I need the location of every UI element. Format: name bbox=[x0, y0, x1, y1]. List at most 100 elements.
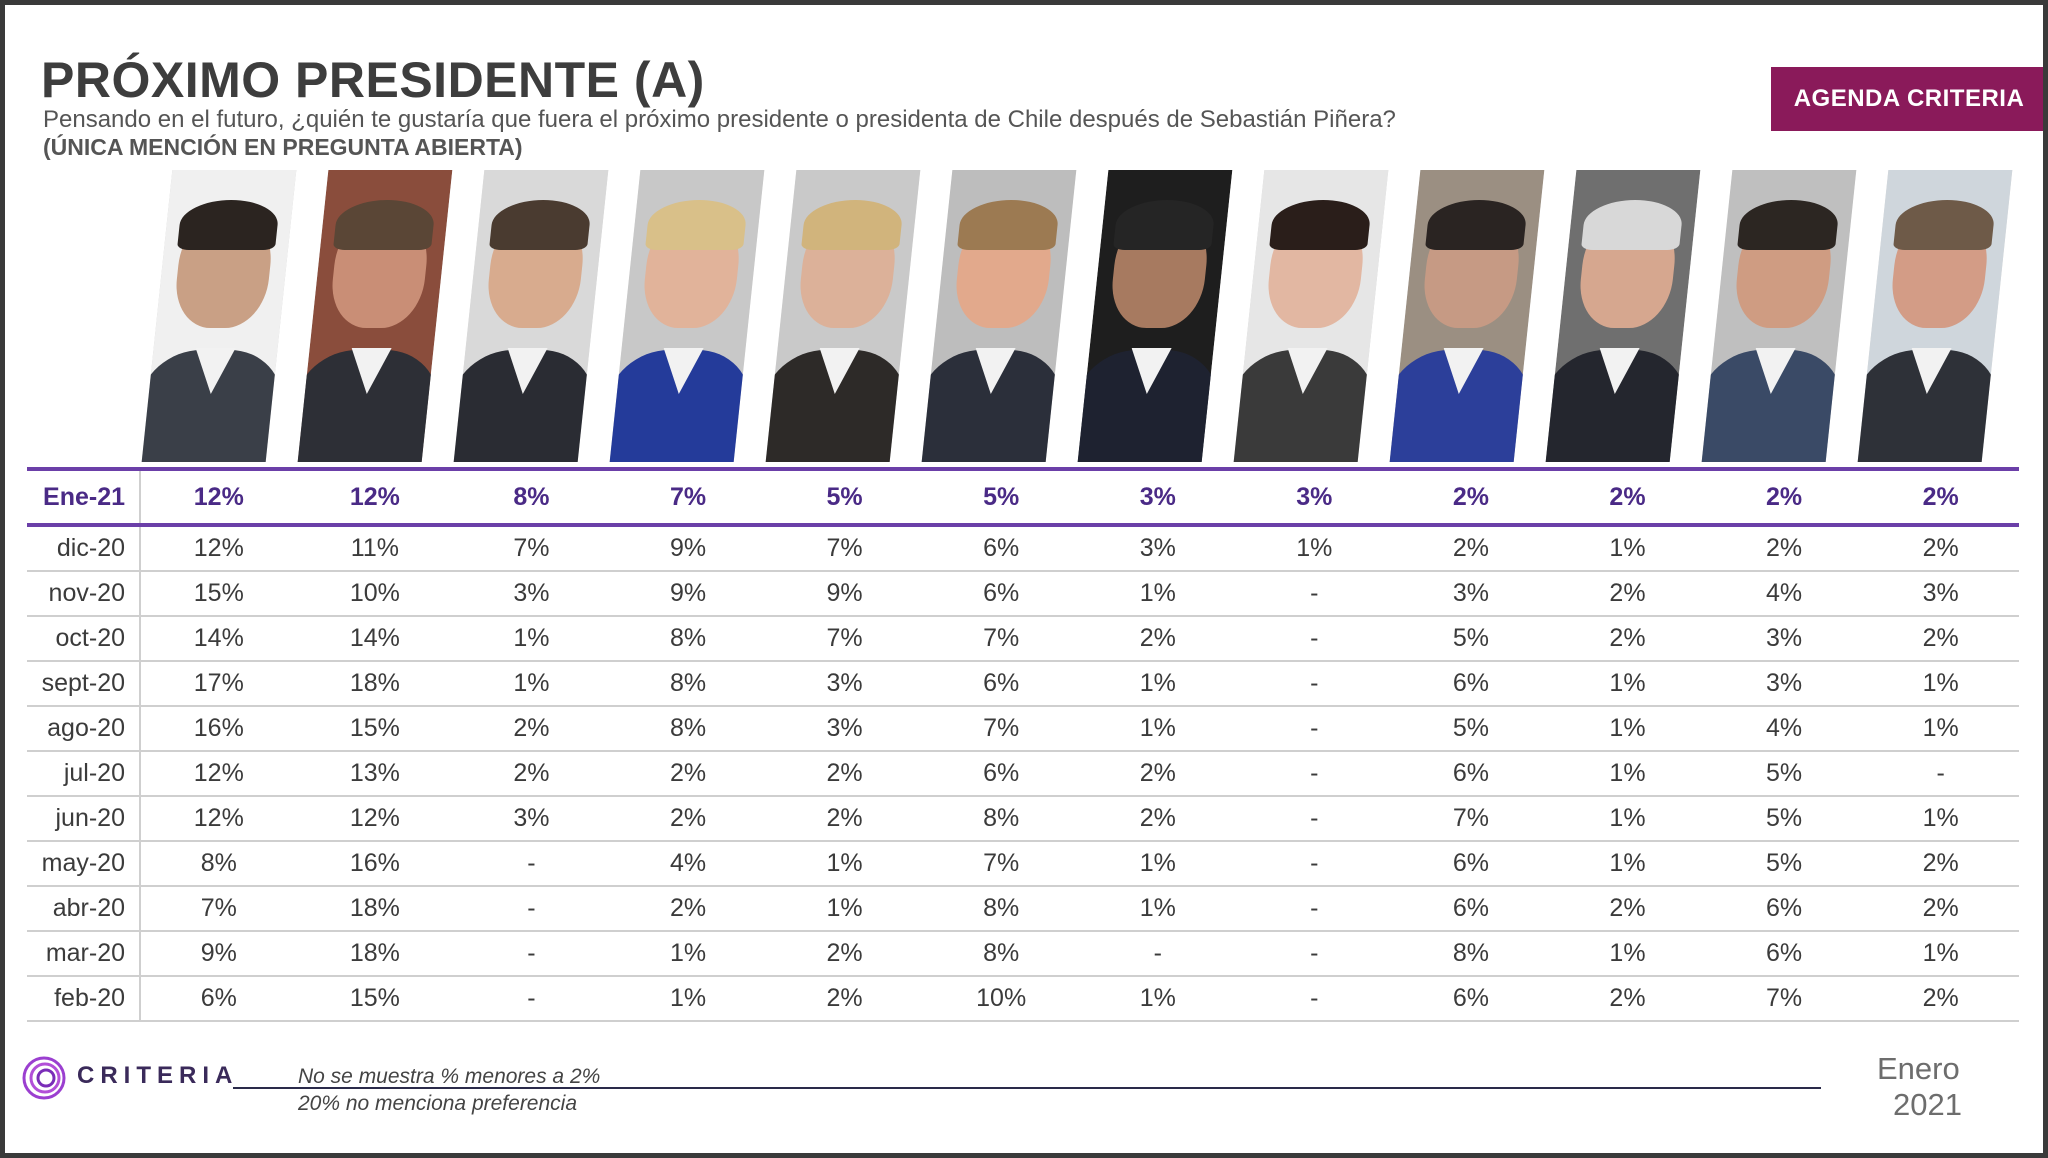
value-cell: 15% bbox=[140, 571, 297, 617]
value-cell: 4% bbox=[609, 841, 767, 887]
value-cell: 1% bbox=[1549, 796, 1706, 842]
value-cell: 8% bbox=[1392, 931, 1550, 977]
candidate-photo bbox=[1233, 170, 1389, 462]
table-row: ago-20 16% 15% 2% 8% 3% 7% 1% -5% 1% 4% 1% bbox=[27, 706, 2019, 752]
value-cell: 2% bbox=[1392, 525, 1550, 572]
value-cell: - bbox=[1236, 616, 1393, 662]
value-cell: 12% bbox=[140, 796, 297, 842]
candidate-photo-row bbox=[5, 170, 2043, 465]
value-cell: - bbox=[453, 841, 610, 887]
value-cell: 2% bbox=[766, 796, 923, 842]
value-cell: 1% bbox=[609, 931, 767, 977]
candidate-photo bbox=[1857, 170, 2013, 462]
value-cell: 2% bbox=[1549, 571, 1706, 617]
value-cell: - bbox=[1862, 751, 2019, 797]
value-cell: 2% bbox=[1705, 525, 1863, 572]
value-cell: 1% bbox=[766, 841, 923, 887]
agenda-badge: AGENDA CRITERIA bbox=[1771, 67, 2043, 131]
value-cell: 18% bbox=[296, 661, 454, 707]
value-cell: 2% bbox=[766, 931, 923, 977]
value-cell: 3% bbox=[766, 661, 923, 707]
value-cell: 14% bbox=[296, 616, 454, 662]
value-cell: 10% bbox=[296, 571, 454, 617]
value-cell: 1% bbox=[766, 886, 923, 932]
value-cell: 1% bbox=[1079, 886, 1237, 932]
value-cell: 18% bbox=[296, 886, 454, 932]
value-cell: 2% bbox=[1862, 976, 2019, 1022]
question-note: (ÚNICA MENCIÓN EN PREGUNTA ABIERTA) bbox=[43, 134, 523, 160]
value-cell: 1% bbox=[453, 661, 610, 707]
month-cell: dic-20 bbox=[27, 525, 141, 572]
value-cell: 4% bbox=[1705, 706, 1863, 752]
footer-year: 2021 bbox=[1893, 1087, 1962, 1122]
value-cell: 1% bbox=[1079, 661, 1237, 707]
month-cell: oct-20 bbox=[27, 616, 141, 662]
candidate-photo bbox=[297, 170, 453, 462]
value-cell: 11% bbox=[296, 525, 454, 572]
criteria-logo-icon bbox=[22, 1056, 66, 1100]
month-cell: mar-20 bbox=[27, 931, 141, 977]
question-text: Pensando en el futuro, ¿quién te gustarí… bbox=[43, 106, 1396, 133]
value-cell: 13% bbox=[296, 751, 454, 797]
value-cell: 7% bbox=[766, 525, 923, 572]
value-cell: 6% bbox=[1705, 931, 1863, 977]
value-cell: 1% bbox=[1549, 931, 1706, 977]
page-title: PRÓXIMO PRESIDENTE (A) bbox=[41, 52, 705, 108]
table-row-latest: Ene-21 12% 12% 8% 7% 5% 5% 3% 3% 2% 2% 2% 2% bbox=[27, 467, 2019, 527]
value-cell: 3% bbox=[453, 796, 610, 842]
value-cell: 2% bbox=[1392, 467, 1550, 527]
footer-divider bbox=[233, 1087, 1821, 1089]
table-row: jul-20 12% 13% 2% 2% 2% 6% 2% -6% 1% 5% - bbox=[27, 751, 2019, 797]
value-cell: - bbox=[1236, 886, 1393, 932]
value-cell: 6% bbox=[922, 661, 1080, 707]
table-row: oct-20 14% 14% 1% 8% 7% 7% 2% -5% 2% 3% 2% bbox=[27, 616, 2019, 662]
value-cell: 3% bbox=[1705, 661, 1863, 707]
value-cell: 5% bbox=[1705, 841, 1863, 887]
value-cell: 1% bbox=[1862, 706, 2019, 752]
value-cell: 6% bbox=[140, 976, 297, 1022]
value-cell: 2% bbox=[1549, 616, 1706, 662]
value-cell: - bbox=[1236, 976, 1393, 1022]
value-cell: 1% bbox=[1549, 751, 1706, 797]
value-cell: 5% bbox=[1705, 796, 1863, 842]
table-row: sept-20 17% 18% 1% 8% 3% 6% 1% -6% 1% 3% 1% bbox=[27, 661, 2019, 707]
value-cell: 2% bbox=[1862, 886, 2019, 932]
month-cell: Ene-21 bbox=[27, 467, 141, 527]
value-cell: 9% bbox=[766, 571, 923, 617]
value-cell: 1% bbox=[1549, 706, 1706, 752]
value-cell: 2% bbox=[1549, 976, 1706, 1022]
value-cell: 3% bbox=[1392, 571, 1550, 617]
table-row: abr-20 7% 18% -2% 1% 8% 1% -6% 2% 6% 2% bbox=[27, 886, 2019, 932]
value-cell: 8% bbox=[140, 841, 297, 887]
value-cell: 6% bbox=[1392, 661, 1550, 707]
value-cell: 10% bbox=[922, 976, 1080, 1022]
poll-table: Ene-21 12% 12% 8% 7% 5% 5% 3% 3% 2% 2% 2% 2% dic-20 12… bbox=[27, 467, 2019, 1022]
table-row: may-20 8% 16% -4% 1% 7% 1% -6% 1% 5% 2% bbox=[27, 841, 2019, 887]
value-cell: 5% bbox=[1392, 616, 1550, 662]
value-cell: 3% bbox=[1079, 525, 1237, 572]
value-cell: 7% bbox=[1392, 796, 1550, 842]
value-cell: 7% bbox=[922, 616, 1080, 662]
month-cell: ago-20 bbox=[27, 706, 141, 752]
value-cell: 6% bbox=[922, 571, 1080, 617]
value-cell: 16% bbox=[140, 706, 297, 752]
value-cell: 1% bbox=[1862, 796, 2019, 842]
value-cell: 16% bbox=[296, 841, 454, 887]
value-cell: 8% bbox=[609, 661, 767, 707]
value-cell: 6% bbox=[922, 525, 1080, 572]
table-row: dic-20 12% 11% 7% 9% 7% 6% 3% 1% 2% 1% 2% 2% bbox=[27, 525, 2019, 572]
candidate-photo bbox=[1389, 170, 1545, 462]
value-cell: 5% bbox=[1392, 706, 1550, 752]
value-cell: 2% bbox=[1079, 751, 1237, 797]
candidate-photo bbox=[141, 170, 297, 462]
candidate-photo bbox=[1077, 170, 1233, 462]
value-cell: 3% bbox=[453, 571, 610, 617]
candidate-photo bbox=[609, 170, 765, 462]
value-cell: 7% bbox=[922, 841, 1080, 887]
table-row: mar-20 9% 18% -1% 2% 8% - -8% 1% 6% 1% bbox=[27, 931, 2019, 977]
value-cell: 1% bbox=[1862, 931, 2019, 977]
month-cell: jul-20 bbox=[27, 751, 141, 797]
value-cell: 2% bbox=[1549, 886, 1706, 932]
value-cell: 2% bbox=[1862, 525, 2019, 572]
value-cell: 1% bbox=[609, 976, 767, 1022]
